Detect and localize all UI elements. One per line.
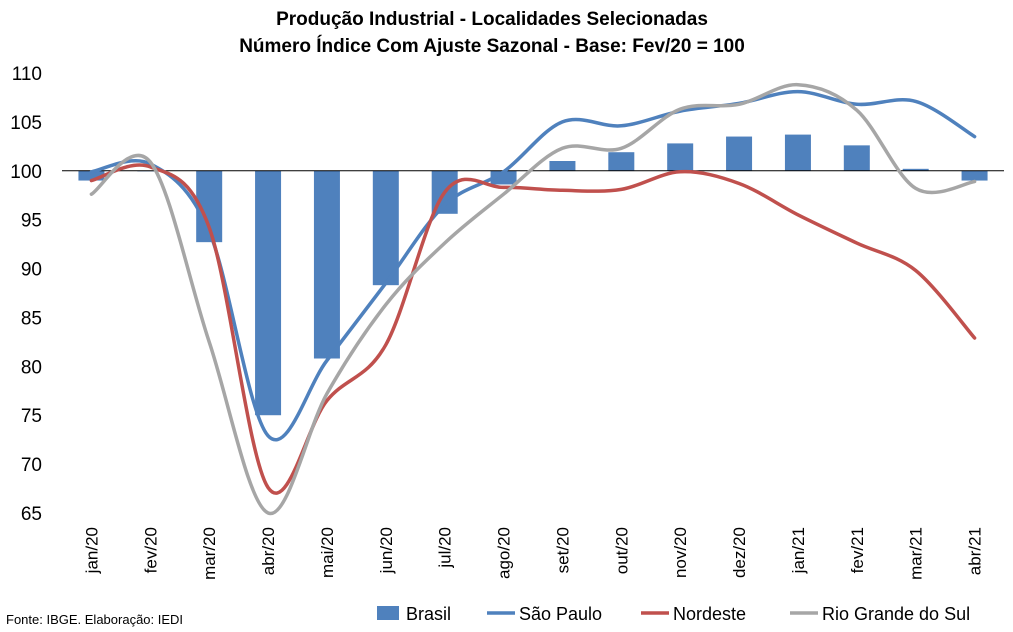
legend-label-rio-grande-do-sul: Rio Grande do Sul xyxy=(822,604,970,624)
source-note: Fonte: IBGE. Elaboração: IEDI xyxy=(6,612,183,627)
x-tick-label: fev/20 xyxy=(141,527,160,573)
x-tick-label: fev/21 xyxy=(848,527,867,573)
line-sao-paulo xyxy=(89,89,977,442)
line-series xyxy=(89,82,977,515)
bar-series-brasil xyxy=(78,134,988,416)
y-tick-label: 65 xyxy=(21,504,42,525)
x-tick-label: mar/21 xyxy=(907,527,926,580)
x-tick-label: mai/20 xyxy=(318,527,337,578)
bar-set-20 xyxy=(549,161,576,171)
line-rio-grande-do-sul xyxy=(89,82,977,515)
bar-fev-21 xyxy=(843,145,870,171)
legend-swatch-brasil xyxy=(377,606,399,620)
bar-dez-20 xyxy=(726,136,753,171)
bar-nov-20 xyxy=(667,143,694,171)
bar-mai-20 xyxy=(313,170,340,359)
x-axis: jan/20 fev/20 mar/20 abr/20 mai/20 jun/20 jul/… xyxy=(82,527,984,580)
legend-label-nordeste: Nordeste xyxy=(673,604,746,624)
y-tick-label: 105 xyxy=(10,113,42,134)
bar-out-20 xyxy=(608,152,635,171)
x-tick-label: dez/20 xyxy=(730,527,749,578)
x-tick-label: set/20 xyxy=(553,527,572,573)
chart-title: Produção Industrial - Localidades Seleci… xyxy=(276,9,708,30)
y-tick-label: 95 xyxy=(21,211,42,232)
x-tick-label: jan/20 xyxy=(82,527,101,574)
y-tick-label: 100 xyxy=(10,162,42,183)
bar-mar-21 xyxy=(902,168,929,171)
y-tick-label: 75 xyxy=(21,406,42,427)
y-tick-label: 80 xyxy=(21,357,42,378)
x-tick-label: jun/20 xyxy=(377,527,396,574)
x-tick-label: jan/21 xyxy=(789,527,808,574)
legend: Brasil São Paulo Nordeste Rio Grande do … xyxy=(377,604,970,624)
x-tick-label: abr/21 xyxy=(966,527,985,575)
x-tick-label: abr/20 xyxy=(259,527,278,575)
x-tick-label: out/20 xyxy=(612,527,631,574)
legend-label-brasil: Brasil xyxy=(406,604,451,624)
bar-jan-20 xyxy=(78,170,105,181)
y-axis: 65 70 75 80 85 90 95 100 105 110 xyxy=(10,64,42,525)
y-tick-label: 90 xyxy=(21,260,42,281)
legend-label-sao-paulo: São Paulo xyxy=(519,604,602,624)
x-tick-label: nov/20 xyxy=(671,527,690,578)
bar-jun-20 xyxy=(372,170,399,286)
bar-abr-21 xyxy=(961,170,988,181)
chart-subtitle: Número Índice Com Ajuste Sazonal - Base:… xyxy=(239,35,745,57)
line-nordeste xyxy=(89,163,977,495)
x-tick-label: jul/20 xyxy=(436,527,455,569)
y-tick-label: 85 xyxy=(21,308,42,329)
y-tick-label: 70 xyxy=(21,455,42,476)
bar-abr-20 xyxy=(255,170,282,416)
bar-jan-21 xyxy=(784,134,811,171)
x-tick-label: mar/20 xyxy=(200,527,219,580)
x-tick-label: ago/20 xyxy=(495,527,514,579)
y-tick-label: 110 xyxy=(12,64,42,85)
